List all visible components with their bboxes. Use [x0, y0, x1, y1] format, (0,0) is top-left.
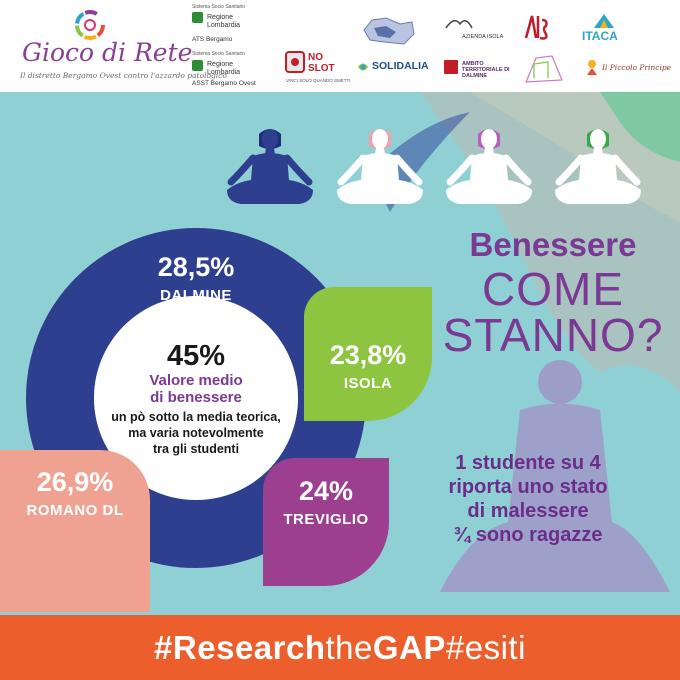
- footer-hashtag: #ResearchtheGAP#esiti: [154, 629, 526, 667]
- itaca-logo-icon: [594, 14, 614, 28]
- red-org-logo-icon: [524, 15, 548, 40]
- isola-name: ISOLA: [343, 375, 393, 392]
- footer-banner: #ResearchtheGAP#esiti: [0, 615, 680, 680]
- meditating-figure-white-purple-icon: [446, 129, 532, 204]
- title-stanno: STANNO?: [442, 309, 664, 361]
- info-line-1: 1 studente su 4: [455, 452, 601, 474]
- ambito-label: AMBITO TERRITORIALE DI DALMINE: [462, 61, 510, 80]
- footer-part-gap: GAP: [372, 628, 446, 666]
- treviglio-pct: 24%: [298, 476, 354, 506]
- center-note-3: tra gli studenti: [152, 442, 240, 456]
- info-line-4: ¾ sono ragazze: [453, 524, 603, 546]
- center-note-1: un pò sotto la media teorica,: [111, 410, 281, 424]
- solidalia-logo-icon: [358, 63, 368, 71]
- ambito-logo-icon: [444, 60, 458, 74]
- footer-part-the: the: [325, 628, 373, 666]
- main-panel: 28,5% DALMINE 23,8% ISOLA 26,9% ROMANO D…: [0, 92, 680, 615]
- piccolo-principe-logo-icon: [587, 60, 597, 75]
- itaca-label: ITACA: [582, 29, 618, 43]
- asst-sub: ASST Bergamo Ovest: [192, 80, 256, 87]
- footer-part-research: #Research: [154, 628, 326, 666]
- building-logo-icon: [525, 55, 563, 83]
- info-line-3: di malessere: [467, 500, 589, 522]
- center-pct: 45%: [166, 340, 226, 372]
- azienda-isola-label: AZIENDA ISOLA: [462, 34, 504, 40]
- ats-name: Regione Lombardia: [207, 14, 241, 29]
- solidalia-label: SOLIDALIA: [372, 60, 429, 72]
- noslot-tagline: VINCI SOLO QUANDO SMETTI: [286, 78, 351, 83]
- logo-subtitle: Il distretto Bergamo Ovest contro l'azza…: [20, 71, 227, 80]
- meditating-figure-white-pink-icon: [337, 129, 423, 204]
- dalmine-pct: 28,5%: [157, 252, 235, 282]
- ats-sub: ATS Bergamo: [192, 36, 233, 43]
- asst-name: Regione Lombardia: [207, 61, 241, 76]
- center-label-2: di benessere: [150, 389, 242, 406]
- footer-part-esiti: #esiti: [445, 628, 526, 666]
- info-line-2: riporta uno stato: [448, 476, 608, 498]
- ats-caption: Sistema Socio Sanitario: [192, 4, 246, 10]
- azienda-isola-logo-icon: [445, 20, 473, 29]
- center-label-1: Valore medio: [149, 372, 243, 389]
- treviglio-shape: [263, 458, 389, 586]
- gioco-di-rete-logo-icon: [75, 10, 105, 40]
- meditating-figure-navy-icon: [227, 129, 313, 204]
- romano-name: ROMANO DL: [26, 502, 124, 519]
- logo-title: Gioco di Rete: [22, 38, 193, 67]
- asst-logo-icon: [192, 60, 203, 71]
- meditating-figure-white-green-icon: [555, 129, 641, 204]
- ats-logo-icon: [192, 12, 203, 23]
- isola-pct: 23,8%: [329, 340, 407, 370]
- treviglio-name: TREVIGLIO: [283, 511, 369, 528]
- title-come: COME: [482, 263, 624, 315]
- noslot-label: NO SLOT: [308, 52, 335, 74]
- dalmine-name: DALMINE: [160, 287, 232, 304]
- title-benessere: Benessere: [469, 226, 637, 263]
- map-logo-icon: [363, 17, 415, 45]
- romano-shape: [0, 450, 150, 612]
- center-note-2: ma varia notevolmente: [128, 426, 264, 440]
- piccolo-principe-label: Il Piccolo Principe: [602, 63, 672, 72]
- header: Gioco di Rete Il distretto Bergamo Ovest…: [0, 0, 680, 92]
- noslot-logo-icon: [285, 51, 305, 73]
- isola-shape: [304, 287, 432, 421]
- romano-pct: 26,9%: [36, 467, 114, 497]
- asst-caption: Sistema Socio Sanitario: [192, 51, 246, 57]
